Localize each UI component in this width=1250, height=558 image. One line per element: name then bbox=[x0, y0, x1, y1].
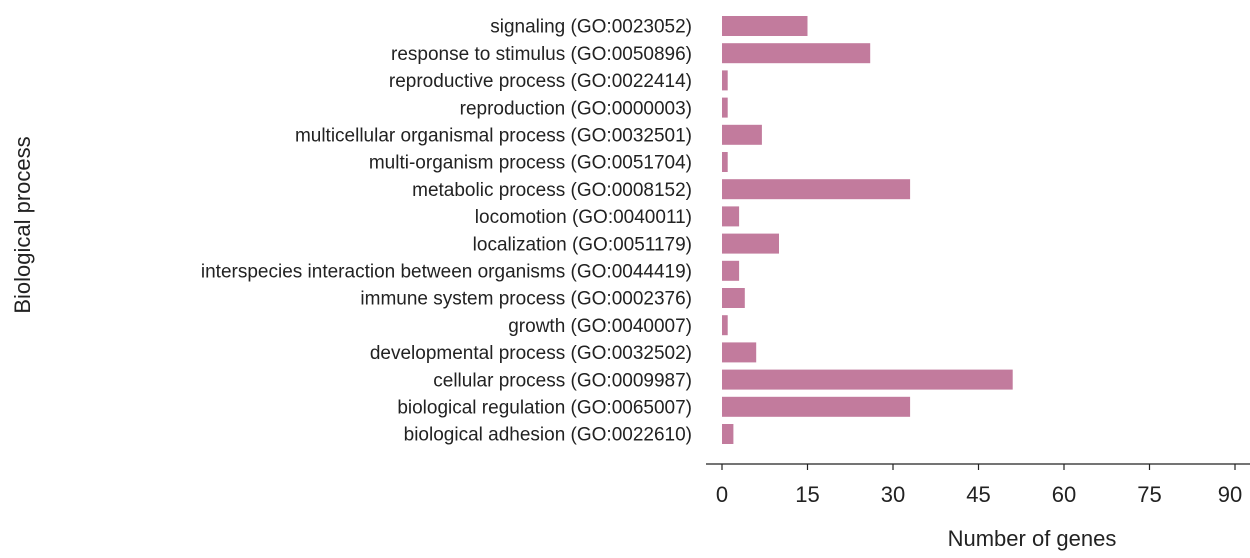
x-tick-label: 60 bbox=[1052, 482, 1076, 507]
bar bbox=[722, 396, 911, 417]
category-label: response to stimulus (GO:0050896) bbox=[391, 44, 692, 65]
category-label: reproduction (GO:0000003) bbox=[460, 98, 692, 119]
bar bbox=[722, 43, 871, 64]
category-label: biological adhesion (GO:0022610) bbox=[404, 425, 692, 446]
bar bbox=[722, 16, 808, 36]
category-labels: signaling (GO:0023052) response to stimul… bbox=[201, 17, 692, 446]
x-tick-label: 90 bbox=[1218, 482, 1242, 507]
category-label: multicellular organismal process (GO:003… bbox=[295, 125, 692, 146]
x-axis: 0 15 30 45 60 75 90 bbox=[706, 463, 1250, 507]
y-axis-title: Biological process bbox=[10, 136, 35, 313]
category-label: locomotion (GO:0040011) bbox=[475, 207, 692, 228]
bar bbox=[722, 233, 779, 254]
category-label: biological regulation (GO:0065007) bbox=[397, 397, 692, 418]
category-label: reproductive process (GO:0022414) bbox=[389, 71, 692, 92]
bar bbox=[722, 152, 728, 172]
bar bbox=[722, 206, 740, 227]
category-label: interspecies interaction between organis… bbox=[201, 261, 692, 282]
x-tick-label: 0 bbox=[716, 482, 728, 507]
x-tick-label: 15 bbox=[795, 482, 819, 507]
category-label: growth (GO:0040007) bbox=[508, 316, 692, 337]
x-tick-label: 75 bbox=[1137, 482, 1161, 507]
category-label: cellular process (GO:0009987) bbox=[433, 370, 692, 391]
x-tick-label: 30 bbox=[881, 482, 905, 507]
category-label: signaling (GO:0023052) bbox=[490, 17, 692, 38]
bar bbox=[722, 179, 911, 200]
bars-group bbox=[722, 16, 1013, 444]
bar bbox=[722, 97, 728, 118]
bar bbox=[722, 369, 1013, 390]
x-axis-title: Number of genes bbox=[948, 526, 1117, 551]
bar bbox=[722, 124, 762, 145]
bar bbox=[722, 260, 740, 281]
bar bbox=[722, 315, 728, 336]
category-label: localization (GO:0051179) bbox=[473, 234, 692, 255]
category-label: multi-organism process (GO:0051704) bbox=[369, 153, 692, 174]
bar bbox=[722, 70, 728, 91]
bar bbox=[722, 424, 734, 444]
x-tick-label: 45 bbox=[966, 482, 990, 507]
category-label: immune system process (GO:0002376) bbox=[360, 289, 692, 310]
category-label: developmental process (GO:0032502) bbox=[370, 343, 692, 364]
category-label: metabolic process (GO:0008152) bbox=[412, 180, 692, 201]
bar bbox=[722, 342, 757, 363]
bar bbox=[722, 288, 745, 308]
